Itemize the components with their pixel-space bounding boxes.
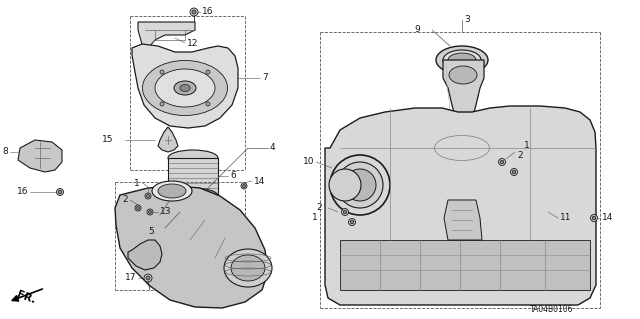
Polygon shape xyxy=(138,22,195,55)
Ellipse shape xyxy=(58,190,62,194)
Ellipse shape xyxy=(343,210,347,214)
Ellipse shape xyxy=(241,183,247,189)
Ellipse shape xyxy=(512,170,516,174)
Text: 14: 14 xyxy=(254,176,266,186)
Ellipse shape xyxy=(145,193,151,199)
Ellipse shape xyxy=(180,85,190,92)
Text: 1: 1 xyxy=(312,213,318,222)
Circle shape xyxy=(206,70,210,74)
Text: 10: 10 xyxy=(303,158,314,167)
Ellipse shape xyxy=(174,81,196,95)
Ellipse shape xyxy=(224,249,272,287)
Text: 2: 2 xyxy=(316,204,322,212)
Ellipse shape xyxy=(168,150,218,166)
Ellipse shape xyxy=(136,206,140,210)
Ellipse shape xyxy=(342,209,349,216)
Ellipse shape xyxy=(349,219,355,226)
Ellipse shape xyxy=(592,216,596,220)
Text: 2: 2 xyxy=(517,152,523,160)
Polygon shape xyxy=(128,240,162,270)
Text: TA04B0106: TA04B0106 xyxy=(530,306,573,315)
Polygon shape xyxy=(443,60,484,200)
Text: 7: 7 xyxy=(262,73,268,83)
Ellipse shape xyxy=(344,169,376,201)
Text: 12: 12 xyxy=(187,39,198,48)
Ellipse shape xyxy=(350,220,354,224)
Ellipse shape xyxy=(135,205,141,211)
Bar xyxy=(168,158,218,196)
Ellipse shape xyxy=(511,168,518,175)
Ellipse shape xyxy=(337,162,383,208)
Ellipse shape xyxy=(147,209,153,215)
Ellipse shape xyxy=(243,184,246,188)
Ellipse shape xyxy=(436,46,488,74)
Ellipse shape xyxy=(148,211,152,213)
Circle shape xyxy=(160,70,164,74)
Text: 15: 15 xyxy=(102,136,113,145)
Polygon shape xyxy=(340,240,590,290)
Text: 5: 5 xyxy=(148,227,154,236)
Ellipse shape xyxy=(143,61,227,115)
Ellipse shape xyxy=(329,169,361,201)
Text: 1: 1 xyxy=(524,142,530,151)
Ellipse shape xyxy=(449,66,477,84)
Ellipse shape xyxy=(591,214,598,221)
Polygon shape xyxy=(444,200,482,240)
Text: 4: 4 xyxy=(270,144,276,152)
Polygon shape xyxy=(158,127,178,152)
Ellipse shape xyxy=(155,69,215,107)
Text: 2: 2 xyxy=(122,196,128,204)
Ellipse shape xyxy=(231,255,265,281)
Text: 9: 9 xyxy=(414,26,420,34)
Ellipse shape xyxy=(190,8,198,16)
Polygon shape xyxy=(325,106,596,305)
Text: 17: 17 xyxy=(125,273,136,283)
Ellipse shape xyxy=(192,10,196,14)
Polygon shape xyxy=(18,140,62,172)
Ellipse shape xyxy=(443,50,481,70)
Ellipse shape xyxy=(146,276,150,280)
Ellipse shape xyxy=(500,160,504,164)
Ellipse shape xyxy=(144,274,152,282)
Polygon shape xyxy=(132,44,238,128)
Text: 8: 8 xyxy=(3,147,8,157)
Text: 6: 6 xyxy=(230,172,236,181)
Text: 1: 1 xyxy=(134,179,140,188)
Text: FR.: FR. xyxy=(15,289,37,305)
Text: 13: 13 xyxy=(160,207,172,217)
Circle shape xyxy=(160,102,164,106)
Text: 16: 16 xyxy=(202,8,214,17)
Ellipse shape xyxy=(152,181,192,201)
Ellipse shape xyxy=(168,188,218,204)
Polygon shape xyxy=(115,186,268,308)
Text: 11: 11 xyxy=(560,213,572,222)
Text: 3: 3 xyxy=(464,16,470,25)
Ellipse shape xyxy=(158,184,186,198)
Text: 14: 14 xyxy=(602,213,613,222)
Ellipse shape xyxy=(448,53,476,67)
Ellipse shape xyxy=(56,189,63,196)
Circle shape xyxy=(206,102,210,106)
Text: 16: 16 xyxy=(17,188,28,197)
Ellipse shape xyxy=(147,195,150,197)
Ellipse shape xyxy=(499,159,506,166)
